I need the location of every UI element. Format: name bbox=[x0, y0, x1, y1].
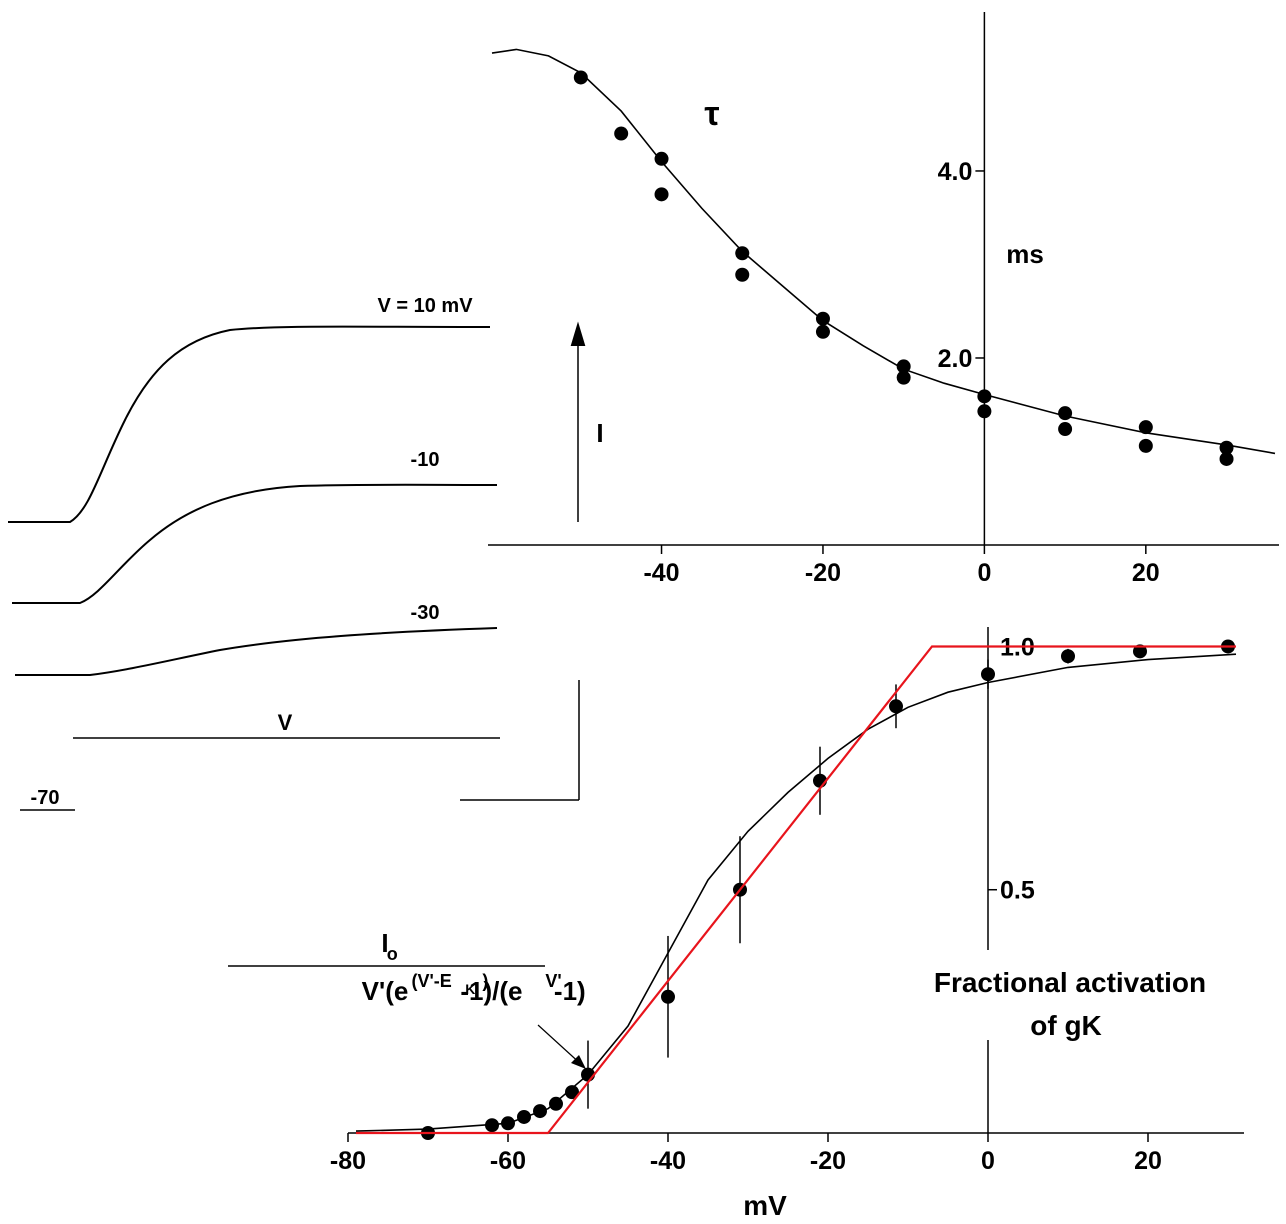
formula-part: ) bbox=[482, 971, 488, 991]
data-point bbox=[1061, 649, 1075, 664]
data-point bbox=[1138, 420, 1153, 435]
data-point bbox=[549, 1096, 563, 1111]
trace bbox=[15, 627, 498, 676]
data-point bbox=[1058, 406, 1073, 421]
fit-curve bbox=[491, 48, 1276, 455]
data-point bbox=[815, 324, 830, 339]
y-tick-label: 0.5 bbox=[1000, 877, 1035, 905]
formula-numerator: Io bbox=[381, 928, 397, 964]
formula-part: V' bbox=[545, 971, 561, 991]
formula-denominator: V'(e (V'-E K')-1)/(e V'-1) bbox=[362, 971, 586, 1006]
data-point bbox=[1138, 438, 1153, 453]
formula-part: K' bbox=[465, 981, 478, 997]
data-point bbox=[654, 187, 669, 202]
data-point bbox=[654, 151, 669, 166]
trace-label: -30 bbox=[411, 602, 440, 624]
y-axis-label: Fractional activation bbox=[934, 967, 1206, 998]
x-tick-label: -40 bbox=[643, 559, 679, 587]
traces-panel bbox=[8, 321, 586, 811]
trace bbox=[8, 325, 491, 523]
formula-part: o bbox=[387, 944, 398, 964]
data-point bbox=[614, 126, 629, 141]
data-point bbox=[1219, 451, 1234, 466]
data-point bbox=[735, 246, 750, 261]
voltage-label: V bbox=[278, 710, 293, 735]
x-tick-label: -80 bbox=[330, 1147, 366, 1175]
formula-part: -1) bbox=[554, 976, 586, 1006]
y-tick-label: 2.0 bbox=[938, 345, 973, 373]
trace bbox=[12, 483, 498, 604]
y-axis-label: of gK bbox=[1030, 1010, 1102, 1041]
formula-part: -1)/(e bbox=[460, 976, 522, 1006]
fit-curve bbox=[355, 653, 1237, 1132]
formula-text: V'(e (V'-E K')-1)/(e V'-1) bbox=[362, 971, 586, 1006]
trace-label: V = 10 mV bbox=[377, 295, 473, 317]
y-axis-label: ms bbox=[1006, 239, 1044, 269]
data-point bbox=[1058, 422, 1073, 437]
data-point bbox=[661, 989, 675, 1004]
arrow-head bbox=[571, 1055, 586, 1069]
x-tick-label: 20 bbox=[1132, 559, 1160, 587]
formula-text: Io bbox=[381, 928, 397, 964]
holding-label: -70 bbox=[31, 787, 60, 809]
data-point bbox=[981, 667, 995, 682]
formula-part: I bbox=[381, 928, 388, 958]
x-tick-label: 0 bbox=[981, 1147, 995, 1175]
tau-label: τ bbox=[704, 95, 719, 133]
x-tick-label: -20 bbox=[805, 559, 841, 587]
data-point bbox=[889, 699, 903, 714]
x-tick-label: -60 bbox=[490, 1147, 526, 1175]
y-tick-label: 4.0 bbox=[938, 158, 973, 186]
arrow-head bbox=[570, 321, 586, 346]
data-point bbox=[565, 1085, 579, 1100]
formula-part: (V'-E bbox=[412, 971, 452, 991]
x-tick-label: -40 bbox=[650, 1147, 686, 1175]
x-tick-label: 0 bbox=[977, 559, 991, 587]
formula-part: V'(e bbox=[362, 976, 409, 1006]
trace-label: -10 bbox=[411, 449, 440, 471]
fit-curve bbox=[356, 645, 1236, 1135]
data-point bbox=[1133, 644, 1147, 659]
data-point bbox=[735, 267, 750, 282]
data-point bbox=[977, 404, 992, 419]
current-label: I bbox=[596, 418, 603, 448]
x-tick-label: -20 bbox=[810, 1147, 846, 1175]
data-point bbox=[573, 70, 588, 85]
x-axis-label: mV bbox=[743, 1190, 787, 1221]
data-point bbox=[896, 370, 911, 385]
x-tick-label: 20 bbox=[1134, 1147, 1162, 1175]
